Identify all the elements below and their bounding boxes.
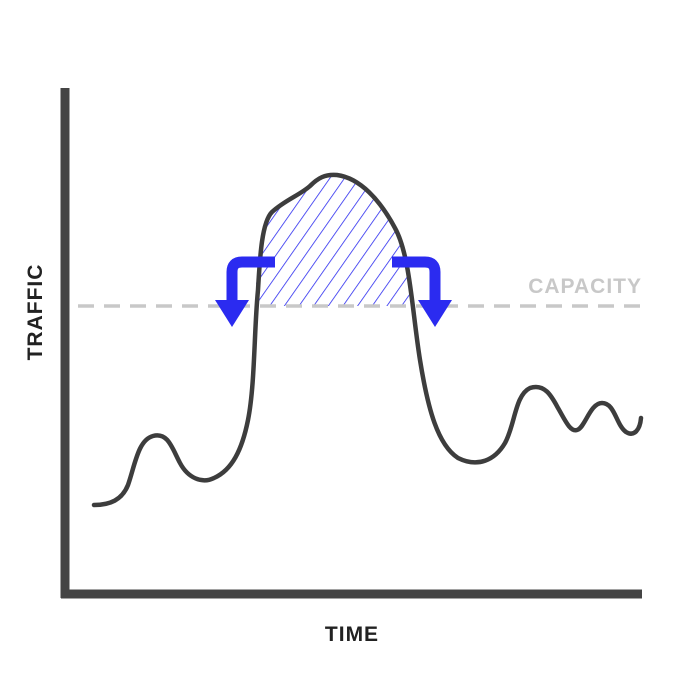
traffic-curve xyxy=(91,172,644,508)
overflow-region xyxy=(254,174,412,306)
capacity-label: CAPACITY xyxy=(528,275,642,298)
x-axis-label: TIME xyxy=(325,623,379,646)
down-turn-arrow-icon xyxy=(392,256,452,327)
y-axis-label: TRAFFIC xyxy=(24,264,47,361)
down-turn-arrow-icon xyxy=(215,256,275,327)
